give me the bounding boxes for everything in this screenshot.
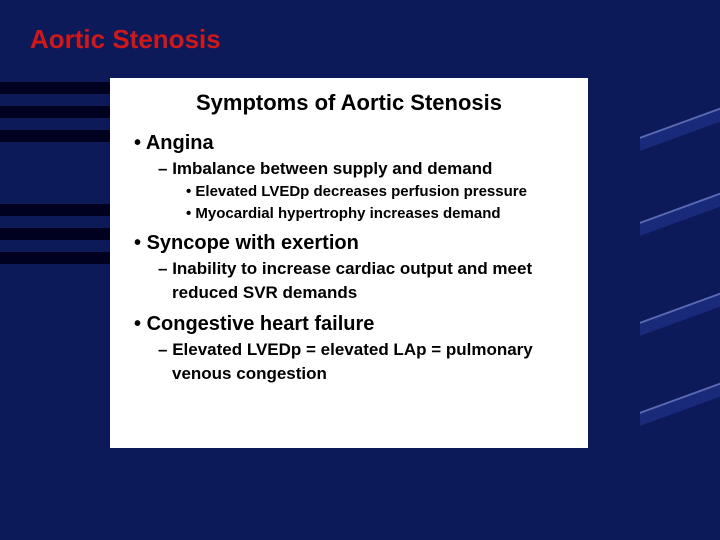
bullet-lvl2: – Imbalance between supply and demand: [158, 157, 570, 181]
bg-line: [0, 82, 110, 94]
bullet-lvl1: Syncope with exertion: [134, 230, 570, 257]
bg-accent: [640, 93, 720, 151]
bg-line: [0, 204, 110, 216]
bullet-lvl3: Elevated LVEDp decreases perfusion press…: [186, 181, 570, 203]
content-title: Symptoms of Aortic Stenosis: [128, 90, 570, 116]
slide: Aortic Stenosis Symptoms of Aortic Steno…: [0, 0, 720, 540]
bg-line: [0, 252, 110, 264]
bg-accent: [640, 178, 720, 236]
bullet-text: Elevated LVEDp = elevated LAp = pulmonar…: [172, 340, 533, 383]
bullet-text: Angina: [146, 132, 214, 154]
bullet-text: Imbalance between supply and demand: [172, 159, 492, 178]
bullet-text: Syncope with exertion: [147, 232, 359, 254]
bg-line: [0, 228, 110, 240]
bullet-text: Inability to increase cardiac output and…: [172, 259, 532, 302]
bullet-text: Myocardial hypertrophy increases demand: [195, 205, 500, 222]
bullet-text: Congestive heart failure: [147, 313, 375, 335]
bullet-text: Elevated LVEDp decreases perfusion press…: [195, 183, 527, 200]
bullet-lvl2: – Inability to increase cardiac output a…: [158, 257, 570, 305]
bullet-lvl1: Congestive heart failure: [134, 311, 570, 338]
content-box: Symptoms of Aortic Stenosis Angina – Imb…: [110, 78, 588, 448]
bg-line: [0, 130, 110, 142]
slide-title: Aortic Stenosis: [30, 24, 221, 55]
bg-line: [0, 106, 110, 118]
bullet-lvl2: – Elevated LVEDp = elevated LAp = pulmon…: [158, 338, 570, 386]
bullet-lvl1: Angina: [134, 130, 570, 157]
bg-accent: [640, 368, 720, 426]
bg-accent: [640, 278, 720, 336]
bullet-lvl3: Myocardial hypertrophy increases demand: [186, 203, 570, 225]
